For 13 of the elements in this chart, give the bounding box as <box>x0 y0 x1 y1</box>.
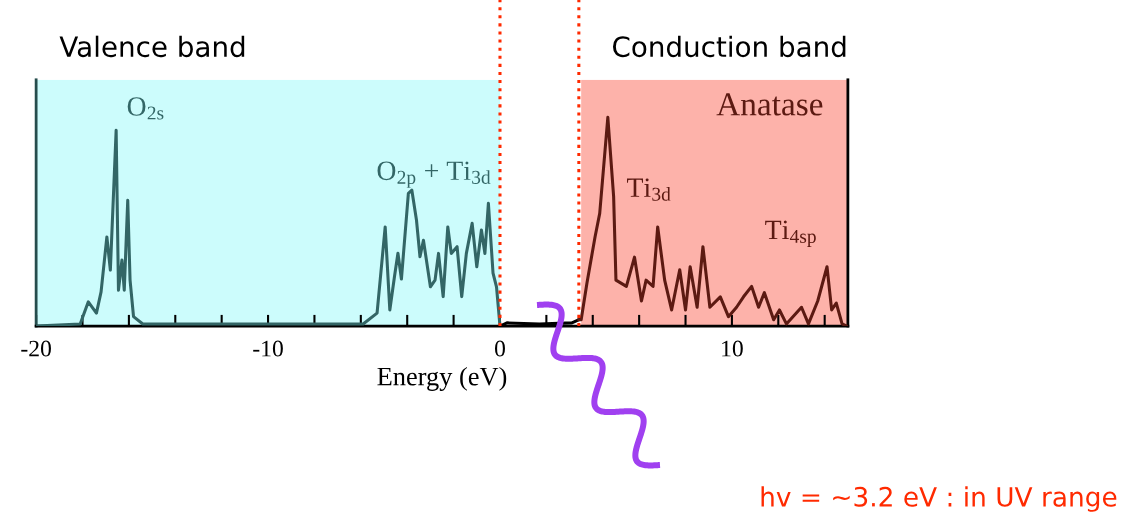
annotation: Ti$_{4sp}$ <box>765 220 816 247</box>
band-label: Valence band <box>59 35 245 58</box>
x-tick-label: -20 <box>21 340 51 357</box>
annotation: O$_{2s}$ <box>127 97 164 120</box>
text: Anatase <box>716 93 823 116</box>
x-axis-title: Energy (eV) <box>377 366 507 391</box>
x-tick-label: 10 <box>722 340 743 357</box>
text: hv = ~3.2 eV : in UV range <box>761 486 1117 512</box>
x-tick-label: -10 <box>253 340 283 357</box>
annotation: O$_{2p}$ + Ti$_{3d}$ <box>377 161 491 188</box>
band-label: Conduction band <box>613 35 846 58</box>
x-tick-label: 0 <box>494 340 505 357</box>
annotation: Ti$_{3d}$ <box>627 178 671 201</box>
